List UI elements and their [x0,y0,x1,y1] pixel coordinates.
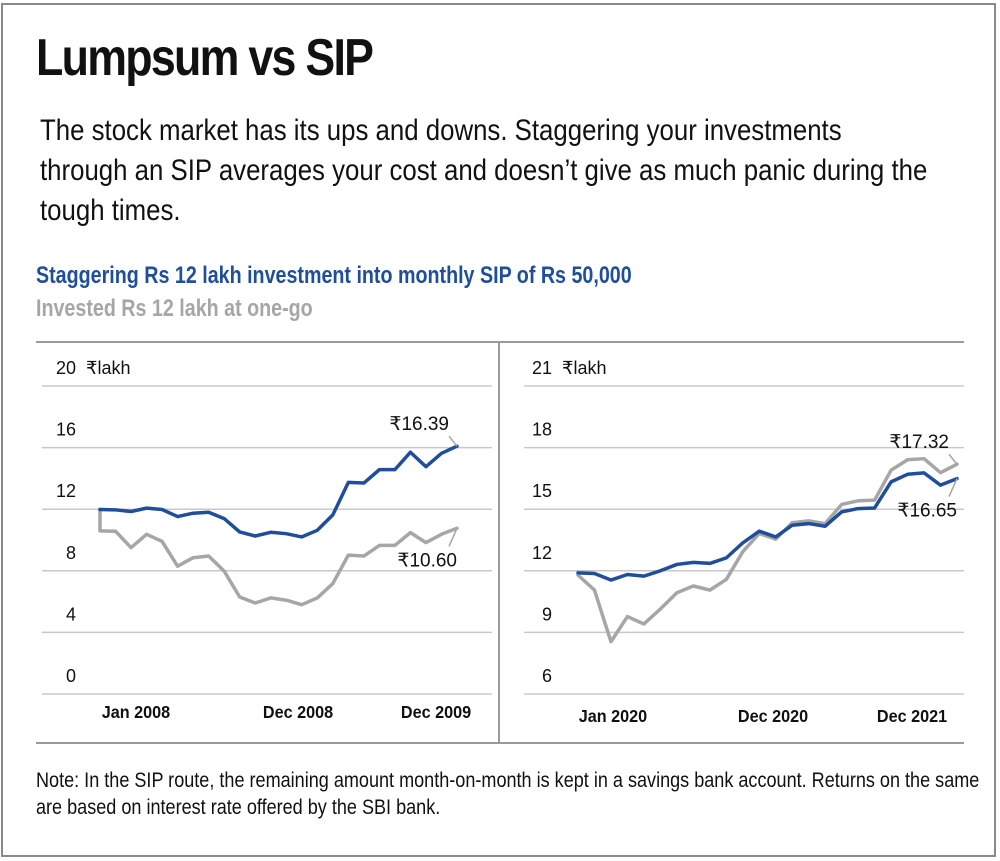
legend-sip: Staggering Rs 12 lakh investment into mo… [36,262,632,289]
y-tick-label: 9 [542,604,552,624]
x-tick-label: Dec 2021 [877,706,948,726]
end-value-label-sip: ₹16.65 [897,501,957,522]
x-tick-label: Dec 2009 [401,702,471,722]
x-tick-label: Dec 2008 [263,702,333,722]
x-tick-label: Jan 2020 [579,706,647,726]
divider-bottom [36,742,964,744]
y-tick-label: 6 [542,666,552,686]
page-title: Lumpsum vs SIP [36,29,374,87]
end-value-label-lumpsum: ₹10.60 [397,550,457,571]
legend-lumpsum: Invested Rs 12 lakh at one-go [36,295,313,322]
y-tick-label: 18 [532,420,552,440]
series-line-lumpsum [576,456,959,644]
label-leader-line [448,527,458,547]
series-line-lumpsum [98,507,459,607]
y-tick-label: 21 [532,358,552,378]
divider-top [36,341,964,343]
divider-vertical [498,343,500,742]
x-tick-label: Dec 2020 [738,706,808,726]
y-tick-label: 15 [532,481,552,501]
end-value-label-lumpsum: ₹17.32 [889,432,949,453]
footnote: Note: In the SIP route, the remaining am… [36,769,980,819]
y-tick-label: 12 [532,543,552,563]
y-tick-label: 12 [56,481,76,501]
label-leader-line [948,478,958,497]
end-value-label-sip: ₹16.39 [389,414,449,435]
y-tick-label: 16 [56,420,76,440]
y-tick-label: 4 [66,604,76,624]
intro-text: The stock market has its ups and downs. … [40,114,928,227]
y-unit-label: ₹lakh [562,358,606,378]
infographic-frame [1,3,996,857]
chart-2020-2021: 6 9 12 15 18 21 ₹lakh Jan 2020 Dec 2020 Dec 2021 ₹… [524,358,964,726]
y-tick-label: 20 [56,358,76,378]
label-leader-line [448,435,458,447]
label-leader-line [948,453,958,465]
y-unit-label: ₹lakh [86,358,130,378]
series-line-sip [576,471,959,582]
x-tick-label: Jan 2008 [102,702,170,722]
series-line-sip [98,444,459,539]
y-tick-label: 8 [66,543,76,563]
chart-2008-2009: 0 4 8 12 16 20 ₹lakh Jan 2008 Dec 2008 Dec 2009 ₹1… [42,358,492,722]
y-tick-label: 0 [66,666,76,686]
